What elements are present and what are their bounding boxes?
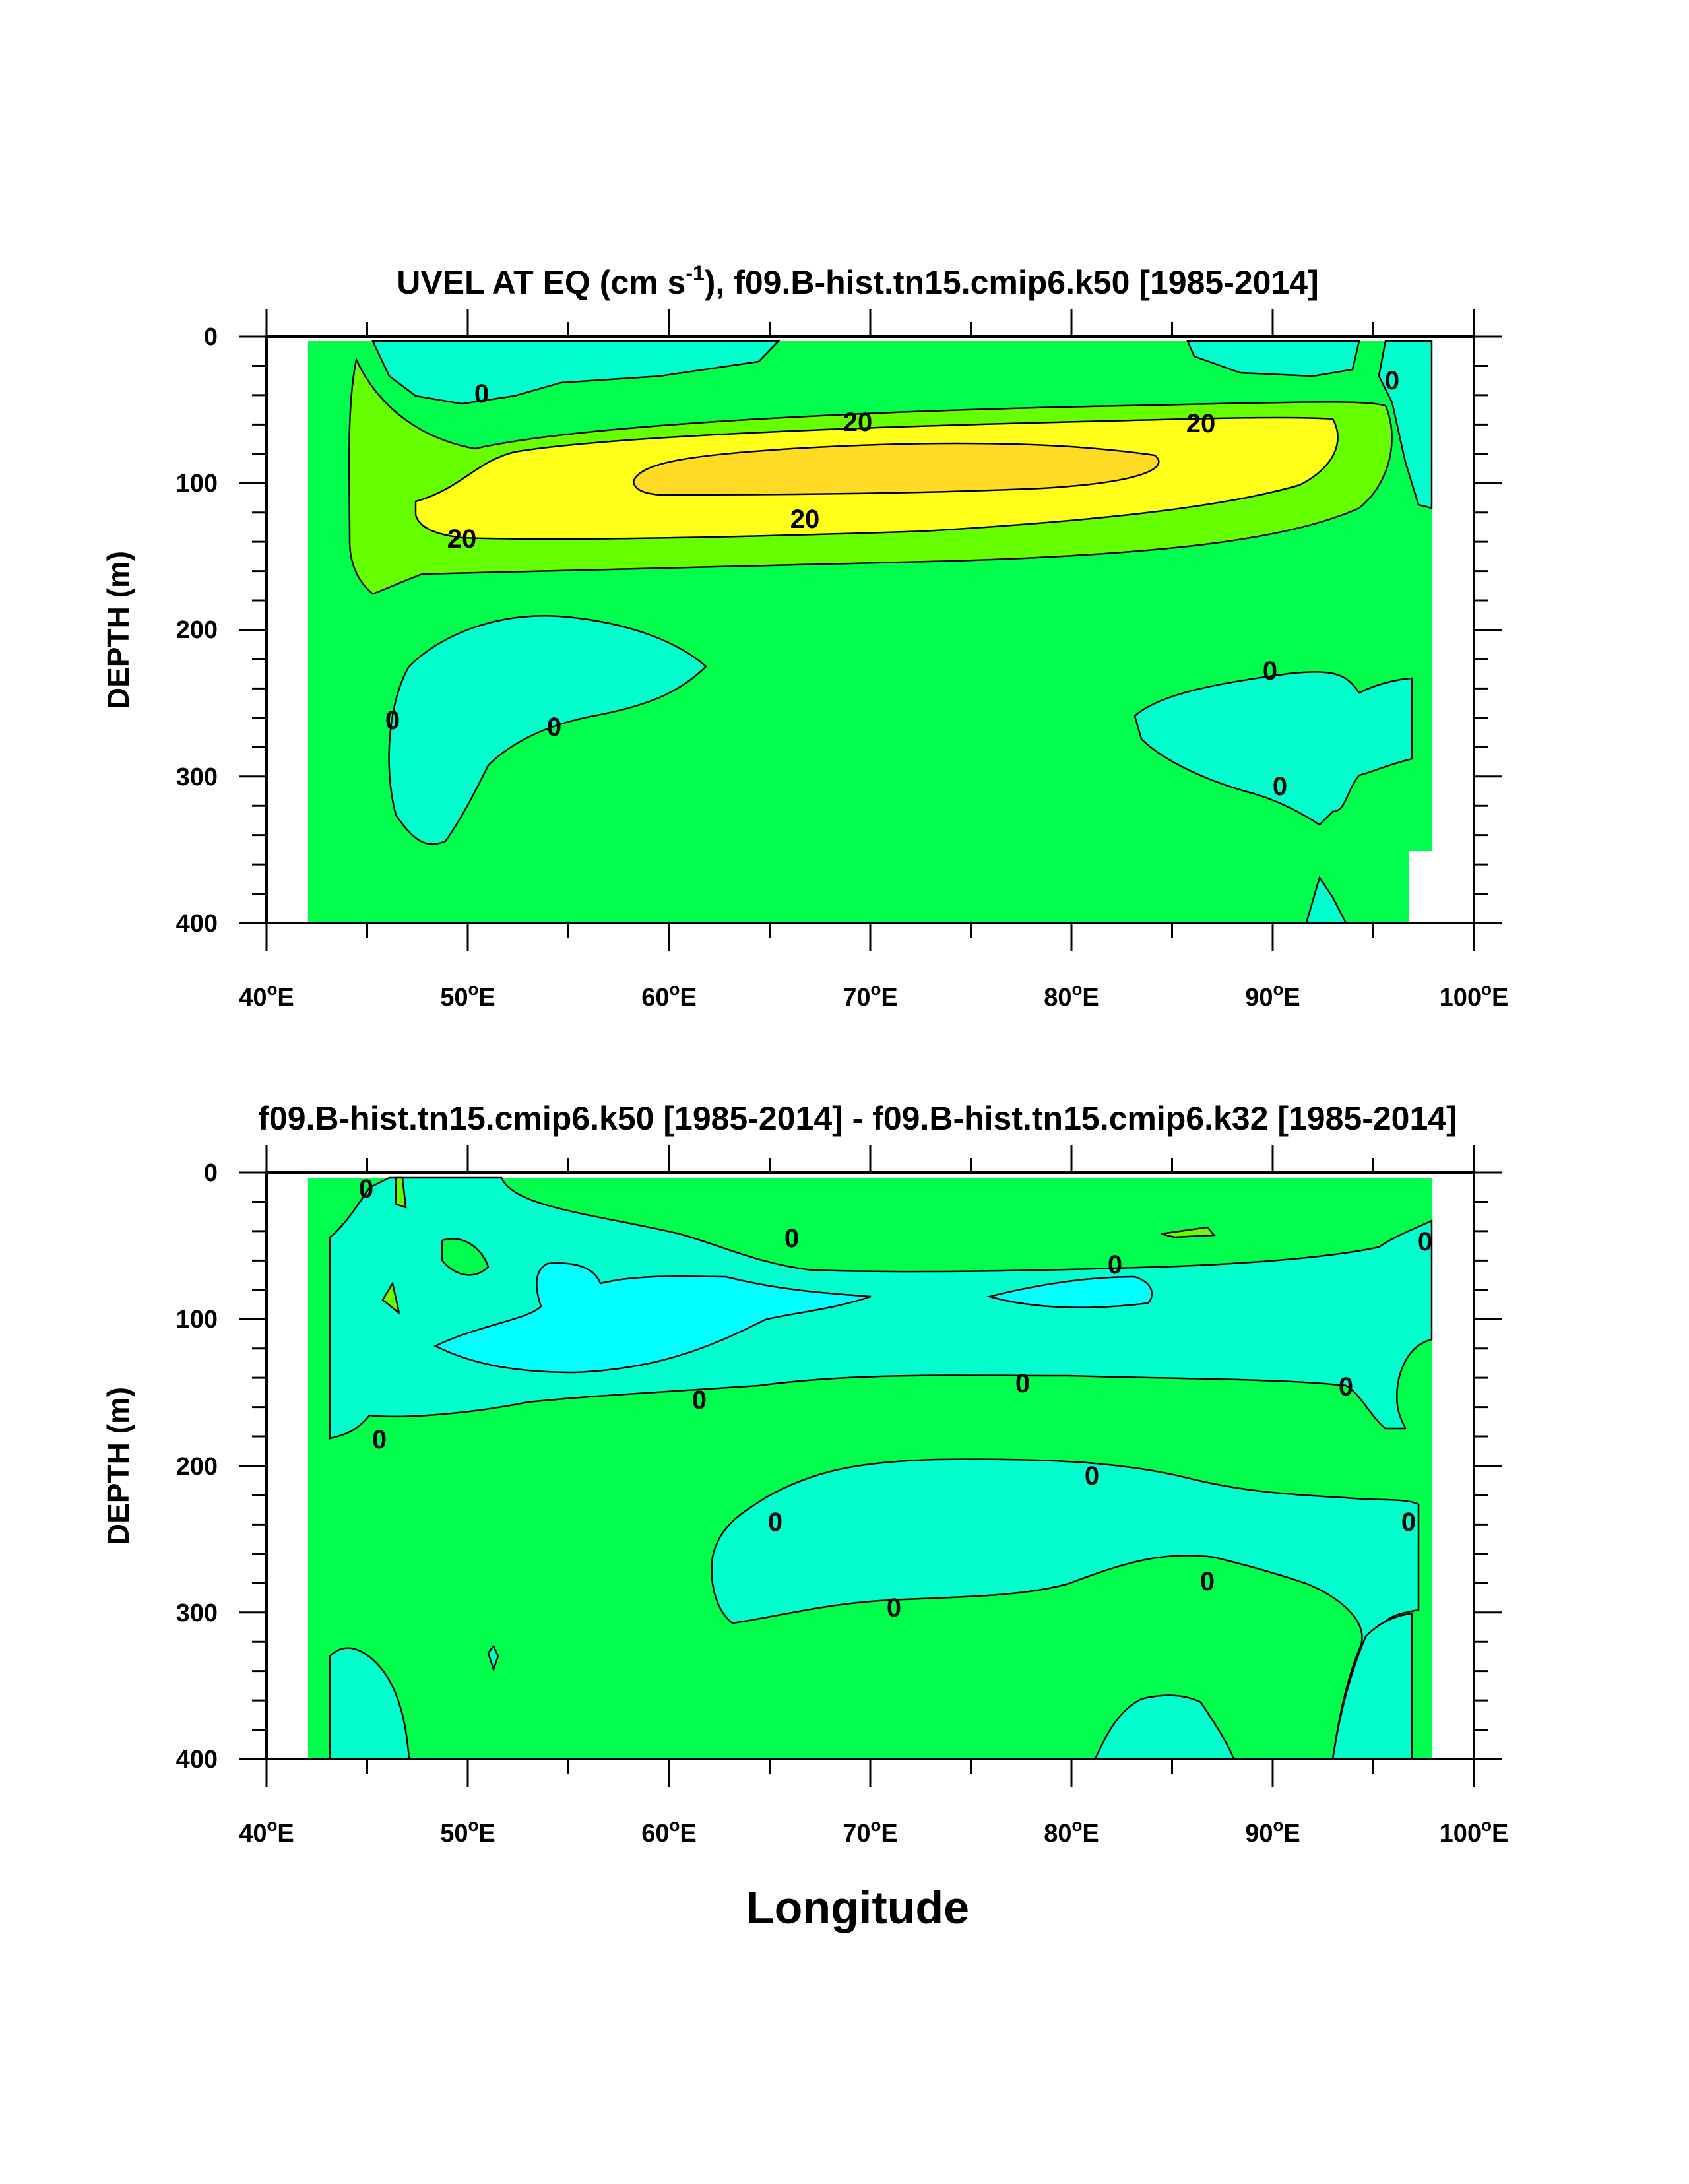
panel-1-y-tick-label: 300 <box>176 763 218 791</box>
panel-1-x-tick-label: 50oE <box>440 979 495 1012</box>
panel-2-y-tick-label: 0 <box>204 1159 218 1187</box>
contour-label: 20 <box>790 505 820 534</box>
panel-1-y-tick-label: 0 <box>204 323 218 351</box>
contour-label: 0 <box>474 379 489 408</box>
negative-region <box>1133 671 1413 826</box>
negative-region <box>329 1647 410 1759</box>
panel-1-x-tick-label: 70oE <box>843 979 898 1012</box>
panel-2: f09.B-hist.tn15.cmip6.k50 [1985-2014] - … <box>101 1100 1508 1933</box>
panel-2-x-tick-label: 70oE <box>843 1815 898 1847</box>
panel-1-title: UVEL AT EQ (cm s-1), f09.B-hist.tn15.cmi… <box>397 261 1318 301</box>
x-axis-title: Longitude <box>746 1882 969 1933</box>
panel-1-contours: 0 20 20 20 20 0 0 0 0 0 <box>308 340 1474 923</box>
contour-label: 0 <box>547 713 561 742</box>
positive-region <box>381 1281 400 1316</box>
panel-2-x-tick-label: 40oE <box>239 1815 294 1847</box>
strong-negative-region <box>433 1262 872 1374</box>
contour-label: 0 <box>1401 1508 1416 1537</box>
contour-label: 0 <box>887 1593 901 1622</box>
contour-label: 0 <box>1108 1250 1122 1279</box>
contour-label: 0 <box>1273 772 1287 801</box>
panel-2-contour-labels: 0 0 0 0 0 0 0 0 0 0 0 0 0 <box>359 1174 1432 1622</box>
panel-1-x-ticks <box>265 309 1475 951</box>
contour-label: 20 <box>1186 409 1216 438</box>
negative-region <box>1378 340 1433 509</box>
panel-2-x-tick-label: 80oE <box>1044 1815 1099 1847</box>
panel-2-x-ticks <box>265 1145 1475 1787</box>
contour-level-30 <box>632 442 1160 496</box>
contour-label: 0 <box>1385 366 1399 395</box>
contour-label: 0 <box>1085 1461 1099 1491</box>
contour-label: 20 <box>843 408 873 437</box>
panel-1-y-tick-label: 200 <box>176 616 218 644</box>
negative-region <box>388 615 707 845</box>
positive-region <box>395 1176 407 1209</box>
panel-1-contour-labels: 0 20 20 20 20 0 0 0 0 0 <box>385 366 1399 801</box>
panel-2-x-tick-label: 100oE <box>1440 1815 1509 1847</box>
negative-region <box>1094 1694 1235 1759</box>
contour-label: 0 <box>385 706 400 735</box>
contour-label: 0 <box>1200 1567 1215 1596</box>
panel-2-y-tick-label: 200 <box>176 1453 218 1481</box>
contour-label: 0 <box>1418 1227 1432 1256</box>
panel-2-x-tick-label: 90oE <box>1245 1815 1300 1847</box>
panel-1-y-axis-title: DEPTH (m) <box>101 551 135 709</box>
contour-label: 0 <box>768 1508 782 1537</box>
negative-region <box>329 1176 1433 1440</box>
panel-2-x-tick-label: 50oE <box>440 1815 495 1847</box>
contour-label: 0 <box>1263 657 1277 686</box>
panel-2-y-tick-label: 300 <box>176 1599 218 1627</box>
panel-2-y-tick-label: 100 <box>176 1306 218 1333</box>
strong-negative-region <box>986 1275 1153 1308</box>
contour-label: 20 <box>447 525 477 554</box>
contour-label: 0 <box>784 1224 799 1253</box>
panel-2-y-tick-label: 400 <box>176 1746 218 1774</box>
contour-label: 0 <box>1339 1372 1353 1401</box>
contour-label: 0 <box>359 1174 373 1204</box>
panel-1-x-tick-label: 40oE <box>239 979 294 1012</box>
positive-region <box>441 1238 490 1276</box>
missing-area <box>1432 515 1474 858</box>
panel-1-x-tick-label: 90oE <box>1245 979 1300 1012</box>
panel-2-y-axis-title: DEPTH (m) <box>101 1387 135 1545</box>
contour-label: 0 <box>692 1386 707 1415</box>
panel-1-x-tick-labels: 40oE 50oE 60oE 70oE 80oE 90oE 100oE <box>239 979 1508 1012</box>
contour-label: 0 <box>372 1425 387 1454</box>
contour-label: 0 <box>1015 1369 1030 1398</box>
panel-1-x-tick-label: 80oE <box>1044 979 1099 1012</box>
negative-region <box>1186 340 1360 377</box>
panel-1-x-tick-label: 100oE <box>1440 979 1509 1012</box>
missing-area <box>1432 1686 1474 1759</box>
positive-region <box>1161 1226 1216 1238</box>
panel-2-contours: 0 0 0 0 0 0 0 0 0 0 0 0 0 <box>308 1174 1474 1759</box>
panel-2-title: f09.B-hist.tn15.cmip6.k50 [1985-2014] - … <box>258 1100 1457 1137</box>
panel-1-x-tick-label: 60oE <box>641 979 697 1012</box>
panel-2-x-tick-label: 60oE <box>641 1815 697 1847</box>
panel-1-y-tick-label: 100 <box>176 470 218 498</box>
negative-region <box>1331 1612 1413 1759</box>
panel-1-y-tick-label: 400 <box>176 910 218 938</box>
panel-2-x-tick-labels: 40oE 50oE 60oE 70oE 80oE 90oE 100oE <box>239 1815 1508 1847</box>
negative-region <box>371 340 781 405</box>
panel-1: UVEL AT EQ (cm s-1), f09.B-hist.tn15.cmi… <box>101 261 1508 1012</box>
panel-2-y-ticks <box>239 1171 1502 1760</box>
missing-area <box>1409 851 1474 923</box>
panel-1-y-ticks <box>239 335 1502 924</box>
negative-region <box>487 1644 499 1672</box>
negative-region <box>1305 876 1347 923</box>
